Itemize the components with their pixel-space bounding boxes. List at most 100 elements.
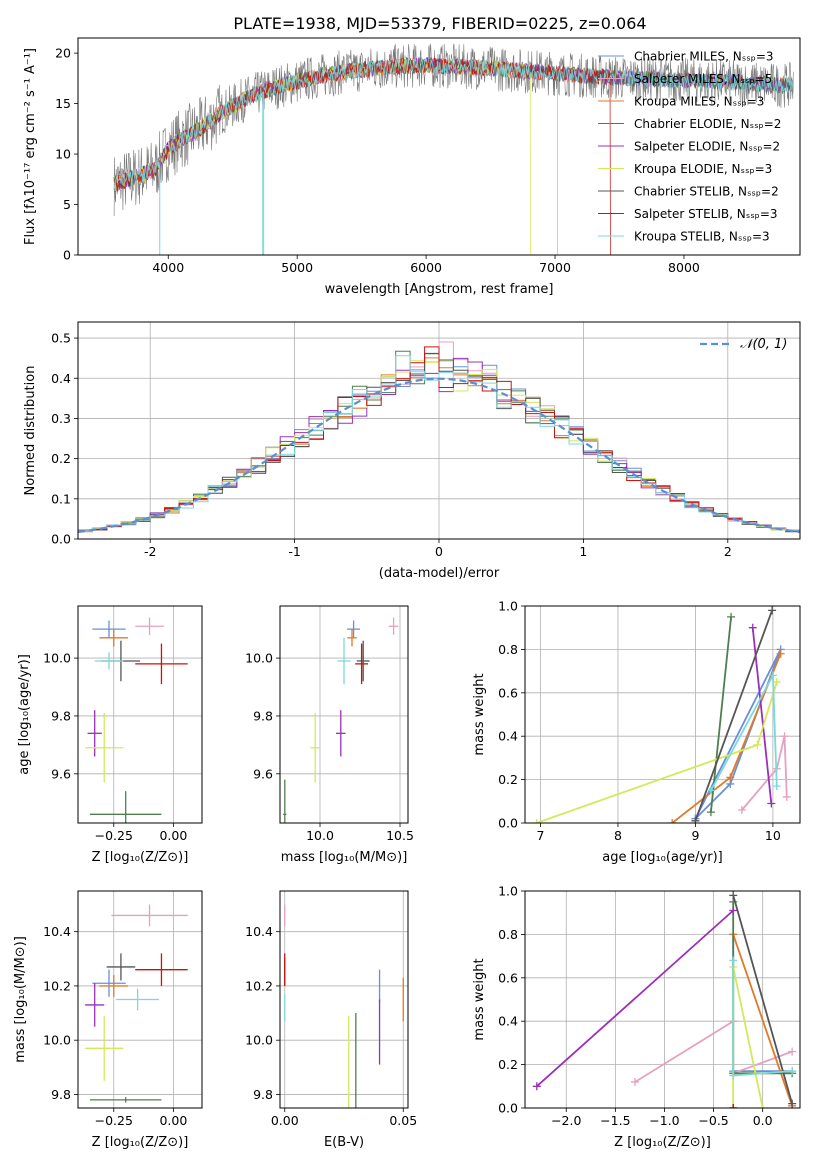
- weight-series-line: [694, 609, 773, 822]
- y-axis-label: mass weight: [472, 673, 487, 755]
- y-tick-label: 0.3: [51, 411, 71, 426]
- weight-series: [729, 956, 797, 1080]
- x-tick-label: 0.00: [159, 1113, 187, 1128]
- errorbar-point: [355, 643, 368, 685]
- x-tick-label: 0.00: [271, 1113, 299, 1128]
- y-tick-label: 9.8: [253, 1087, 273, 1102]
- x-tick-label: 5000: [281, 260, 313, 275]
- x-axis-label: wavelength [Angstrom, rest frame]: [325, 282, 554, 297]
- plot-content: [284, 904, 404, 1108]
- errorbar-point: [92, 969, 126, 997]
- errorbar-point: [111, 904, 188, 927]
- x-tick-label: 0.05: [389, 1113, 417, 1128]
- legend-entry: Salpeter ELODIE, Nₛₛₚ=2: [634, 140, 780, 154]
- spectrum-legend: Chabrier MILES, Nₛₛₚ=3 Salpeter MILES, Nₛ…: [598, 50, 781, 244]
- errorbar-point: [106, 953, 136, 981]
- weight-point-marker: [776, 649, 785, 658]
- errorbar-point: [337, 637, 351, 685]
- residual-histogram-axes: 𝒩(0, 1) -2 -1 0 1 2 0.0 0.1 0.2 0.3 0.4 0.5 (data-mo…: [23, 321, 801, 581]
- axes-frame: [77, 37, 801, 256]
- x-tick-label: -2: [144, 544, 156, 559]
- weight-point-marker: [706, 786, 715, 795]
- x-tick-label: 9: [691, 828, 699, 843]
- y-tick-label: 9.6: [253, 766, 273, 781]
- y-tick-label: 1.0: [498, 884, 518, 899]
- y-axis-label: age [log₁₀(age/yr)]: [17, 654, 32, 775]
- weight-point-marker: [772, 782, 781, 791]
- weight-point-marker: [768, 671, 777, 680]
- weight-point-marker: [532, 819, 541, 823]
- plot-content: [85, 904, 188, 1103]
- weight-series-line: [694, 648, 782, 820]
- errorbar-point: [310, 713, 320, 783]
- x-tick-label: 8: [614, 828, 622, 843]
- x-axis-label: Z [log₁₀(Z/Z⊙)]: [92, 850, 189, 865]
- errorbar-point: [356, 640, 370, 682]
- errorbar-points: [85, 904, 188, 1103]
- errorbar-points: [85, 617, 188, 823]
- errorbar-points: [283, 617, 399, 823]
- x-tick-label: 2: [724, 544, 732, 559]
- observed-spectrum-line: [113, 43, 794, 217]
- errorbar-point: [116, 988, 160, 1011]
- y-tick-label: 9.8: [51, 708, 71, 723]
- x-tick-label: 10: [765, 828, 781, 843]
- weight-series-line: [732, 934, 793, 1107]
- x-tick-label: −1.0: [649, 1113, 679, 1128]
- weight-point-marker: [780, 732, 789, 741]
- figure-title: PLATE=1938, MJD=53379, FIBERID=0225, z=0…: [233, 14, 646, 33]
- y-tick-label: 10: [55, 147, 71, 162]
- weight-point-marker: [727, 612, 736, 621]
- y-tick-label: 1.0: [498, 599, 518, 614]
- plot-content: [283, 617, 399, 823]
- weight-series: [706, 671, 781, 795]
- x-tick-label: 4000: [152, 260, 184, 275]
- x-tick-label: 0: [435, 544, 443, 559]
- y-tick-label: 0.4: [51, 371, 71, 386]
- y-tick-label: 10.0: [245, 651, 273, 666]
- histogram-step-line: [78, 355, 800, 532]
- axes-frame: [524, 890, 801, 1109]
- x-tick-label: -1: [288, 544, 300, 559]
- y-tick-label: 0.6: [498, 685, 518, 700]
- spectrum-axes: Chabrier MILES, Nₛₛₚ=3 Salpeter MILES, Nₛ…: [23, 37, 801, 297]
- weight-point-marker: [726, 773, 735, 782]
- errorbar-point: [85, 983, 105, 1027]
- axes-frame: [279, 890, 409, 1109]
- weight-point-marker: [631, 1077, 639, 1086]
- x-axis-label: age [log₁₀(age/yr)]: [602, 850, 723, 865]
- legend-entry: 𝒩(0, 1): [740, 337, 787, 352]
- x-tick-label: 0.0: [753, 1113, 773, 1128]
- weight-vs-metallicity-axes: −2.0 −1.5 −1.0 −0.5 0.0 0.0 0.2 0.4 0.6 0.8 1.0 Z […: [472, 884, 801, 1150]
- weight-point-marker: [737, 805, 746, 814]
- plot-content: 𝒩(0, 1): [78, 337, 800, 534]
- axes-frame: [77, 890, 203, 1109]
- plot-content: [532, 606, 791, 823]
- plot-content: [85, 617, 188, 823]
- weight-point-marker: [729, 1104, 738, 1108]
- mass-vs-metallicity-axes: −0.25 0.00 9.8 10.0 10.2 10.4 Z [log₁₀(Z/Z⊙)] m…: [13, 890, 203, 1150]
- y-tick-label: 15: [55, 96, 71, 111]
- plot-content: [532, 891, 797, 1108]
- y-tick-label: 9.8: [51, 1087, 71, 1102]
- y-tick-label: 0.4: [498, 1014, 518, 1029]
- weight-point-marker: [729, 956, 738, 965]
- axes-frame: [77, 605, 203, 824]
- weight-point-marker: [767, 799, 776, 808]
- histogram-bars: [78, 341, 800, 534]
- weight-series: [729, 1104, 738, 1108]
- legend-entry: Chabrier STELIB, Nₛₛₚ=2: [634, 185, 779, 199]
- weight-point-marker: [729, 1071, 738, 1080]
- errorbar-point: [388, 617, 399, 635]
- weight-series-line: [536, 909, 734, 1087]
- axes-frame: [279, 605, 409, 824]
- y-tick-label: 0.1: [51, 491, 71, 506]
- plot-content: Chabrier MILES, Nₛₛₚ=3 Salpeter MILES, Nₛ…: [113, 43, 794, 255]
- y-tick-label: 0.0: [51, 532, 71, 547]
- y-tick-label: 0.4: [498, 729, 518, 744]
- weight-point-marker: [788, 1099, 797, 1108]
- weight-point-marker: [782, 792, 791, 801]
- x-tick-label: −0.25: [95, 828, 133, 843]
- x-tick-label: −0.25: [95, 1113, 133, 1128]
- errorbar-point: [89, 791, 162, 823]
